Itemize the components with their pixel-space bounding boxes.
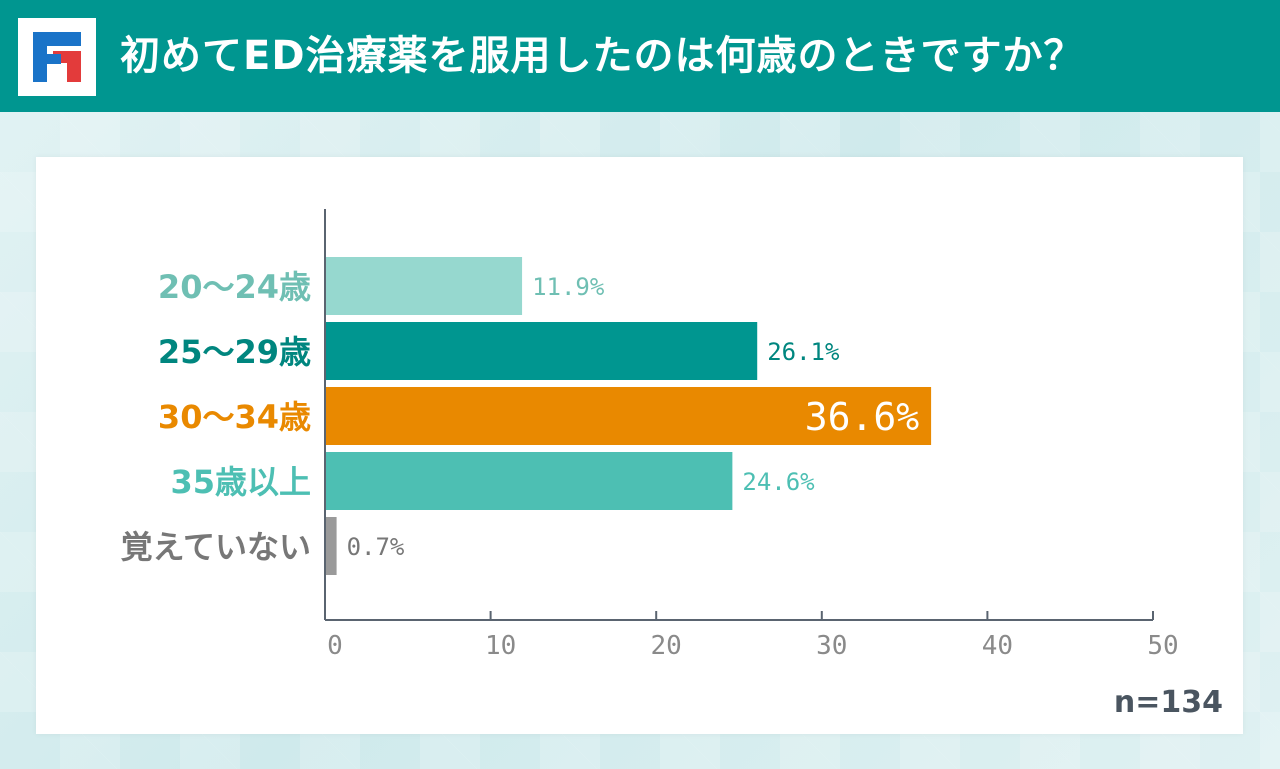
value-label: 24.6% (742, 468, 815, 496)
x-tick-label: 0 (327, 631, 343, 661)
value-label: 0.7% (347, 533, 405, 561)
bar (325, 387, 932, 445)
bar (325, 322, 758, 380)
category-label: 25～29歳 (158, 333, 311, 371)
value-label: 26.1% (767, 338, 840, 366)
x-tick-label: 50 (1147, 631, 1178, 661)
x-tick-label: 10 (485, 631, 516, 661)
x-tick-label: 20 (651, 631, 682, 661)
category-label: 35歳以上 (170, 463, 311, 501)
page-title: 初めてED治療薬を服用したのは何歳のときですか？ (120, 33, 1085, 79)
bar (325, 452, 733, 510)
category-label: 30～34歳 (158, 398, 311, 436)
chart-panel: 20～24歳 11.9% 25～29歳 26.1% 30～34歳 36.6% 35歳以上 24… (36, 157, 1243, 734)
value-label: 36.6% (805, 395, 920, 439)
sample-size-label: n=134 (1113, 685, 1223, 720)
header-bar: 初めてED治療薬を服用したのは何歳のときですか？ (0, 0, 1280, 112)
x-tick-label: 30 (816, 631, 847, 661)
category-label: 覚えていない (121, 528, 311, 566)
value-label: 11.9% (532, 273, 605, 301)
brand-logo-icon (18, 18, 96, 96)
x-tick-label: 40 (982, 631, 1013, 661)
bar-chart: 20～24歳 11.9% 25～29歳 26.1% 30～34歳 36.6% 35歳以上 24… (121, 209, 1179, 661)
category-label: 20～24歳 (158, 268, 311, 306)
bar (325, 517, 337, 575)
bar (325, 257, 523, 315)
